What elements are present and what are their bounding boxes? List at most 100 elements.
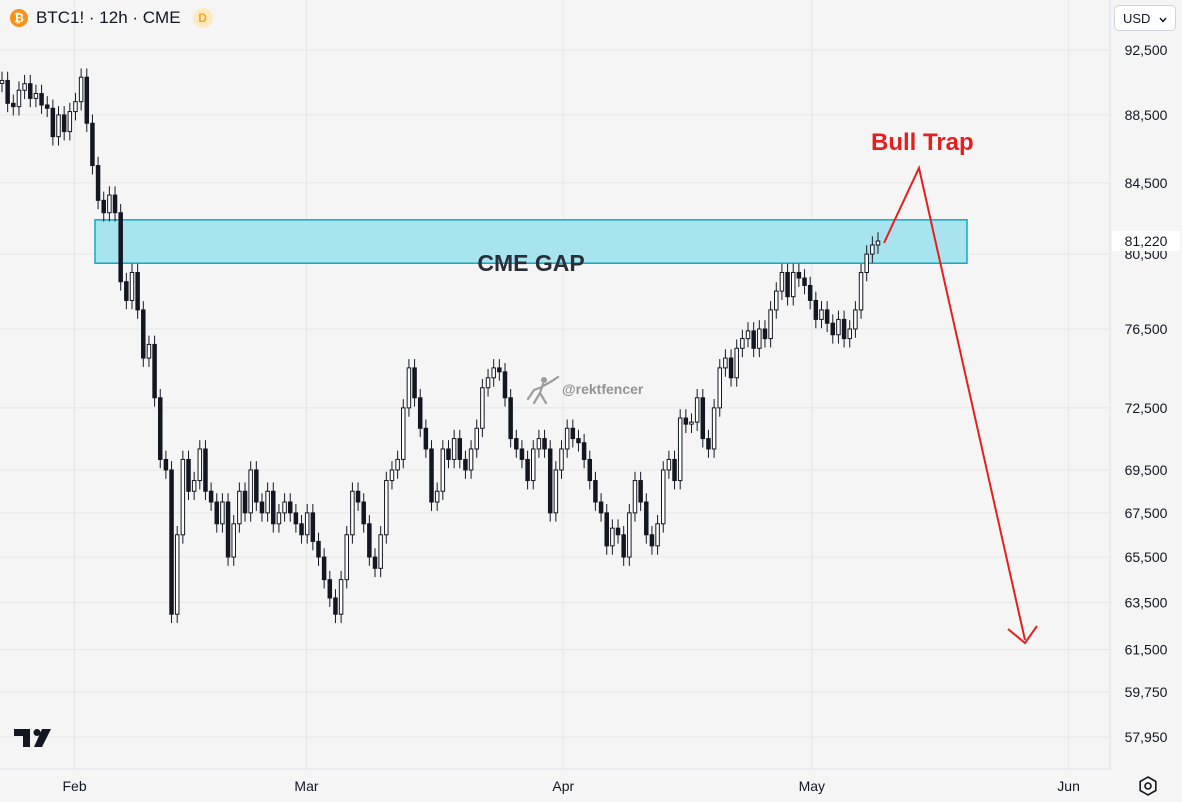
- candle-body: [706, 438, 711, 450]
- candle-body: [774, 290, 779, 311]
- candle: [11, 94, 16, 116]
- candle: [321, 548, 327, 589]
- candle-body: [124, 281, 129, 301]
- candle: [728, 349, 734, 387]
- candle: [627, 504, 632, 566]
- candle: [485, 368, 491, 397]
- y-tick-label: 63,500: [1125, 595, 1168, 611]
- tradingview-logo-icon[interactable]: [14, 727, 58, 754]
- cme-gap-zone: [94, 219, 968, 265]
- candle: [604, 504, 609, 555]
- currency-selector[interactable]: USD: [1114, 5, 1176, 31]
- candle: [683, 409, 689, 434]
- candle-body: [768, 309, 773, 340]
- candle-body: [310, 512, 316, 542]
- candle: [33, 84, 39, 108]
- candle: [689, 413, 694, 434]
- candle: [717, 359, 723, 417]
- candle-body: [785, 271, 790, 298]
- candle: [50, 99, 56, 146]
- time-axis: Feb Mar Apr May Jun: [62, 778, 1079, 794]
- candle-body: [457, 438, 463, 460]
- y-tick-label: 88,500: [1125, 107, 1168, 123]
- candle: [463, 450, 468, 479]
- candle-body: [847, 328, 852, 340]
- candle-body: [508, 397, 513, 440]
- candle: [530, 440, 536, 490]
- candle-body: [395, 458, 400, 471]
- candle-body: [836, 318, 841, 336]
- candle-body: [683, 417, 689, 425]
- candle: [44, 96, 50, 118]
- candle: [525, 450, 530, 490]
- candle-body: [813, 299, 819, 320]
- y-tick-label: 65,500: [1125, 549, 1168, 565]
- candle: [5, 71, 10, 113]
- candle-body: [587, 458, 593, 482]
- candle: [276, 504, 282, 533]
- last-price-marker: 81,220: [1112, 231, 1180, 252]
- candle-body: [378, 534, 383, 569]
- candle: [711, 399, 717, 458]
- candle-body: [293, 512, 299, 525]
- candle: [751, 322, 756, 358]
- candle-body: [570, 427, 576, 440]
- candle: [316, 532, 321, 566]
- candle-body: [287, 501, 293, 514]
- candle-body: [621, 534, 626, 558]
- candle: [598, 493, 604, 522]
- candle: [446, 440, 451, 469]
- candle: [84, 68, 90, 133]
- candle: [519, 440, 525, 469]
- candle-body: [28, 83, 33, 99]
- candle-body: [265, 490, 270, 514]
- candle: [700, 388, 706, 448]
- candle-body: [316, 540, 321, 558]
- candle: [378, 525, 383, 578]
- candle: [271, 482, 276, 533]
- candle-body: [700, 397, 706, 440]
- candle: [401, 399, 406, 469]
- candle-body: [163, 458, 169, 471]
- x-tick-label: May: [799, 778, 825, 794]
- candle-body: [61, 114, 67, 133]
- candle: [615, 519, 621, 544]
- candle: [853, 301, 858, 338]
- candle-body: [22, 83, 27, 91]
- candle-body: [542, 438, 547, 450]
- candle-body: [519, 448, 525, 460]
- candle: [67, 102, 73, 141]
- settings-gear-icon[interactable]: [1137, 775, 1159, 802]
- candle-body: [0, 79, 5, 84]
- candle-body: [547, 448, 553, 514]
- candle-body: [819, 309, 824, 320]
- last-price-label: 81,220: [1125, 233, 1168, 249]
- candle-body: [660, 469, 666, 525]
- candle: [163, 450, 169, 479]
- candle-body: [101, 199, 106, 214]
- candle: [672, 450, 677, 490]
- candle: [231, 514, 236, 566]
- candle: [304, 504, 310, 544]
- candle-body: [141, 309, 146, 359]
- candle-body: [33, 92, 39, 99]
- candle-body: [344, 534, 350, 581]
- candle: [649, 525, 655, 555]
- candle: [208, 482, 214, 511]
- candle: [214, 493, 220, 533]
- candle: [28, 74, 33, 108]
- candle-body: [50, 107, 56, 138]
- candle: [497, 359, 502, 381]
- candle-body: [841, 318, 847, 340]
- candle-body: [5, 79, 10, 104]
- candle: [734, 339, 739, 387]
- candle-body: [384, 480, 389, 536]
- symbol-header[interactable]: ₿ BTC1! · 12h · CME D: [10, 6, 213, 30]
- candle: [694, 388, 700, 431]
- candle-body: [559, 448, 564, 471]
- candle-body: [745, 330, 751, 340]
- y-tick-label: 61,500: [1125, 642, 1168, 658]
- candle: [655, 514, 660, 555]
- candle: [101, 191, 106, 222]
